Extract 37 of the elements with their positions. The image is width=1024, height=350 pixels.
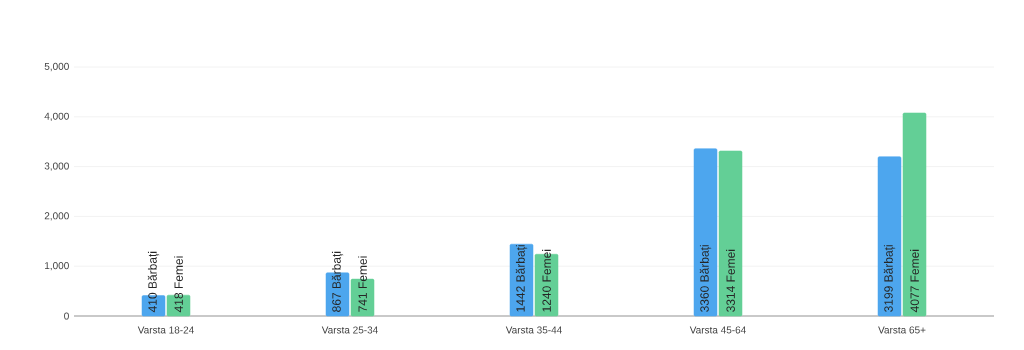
text: Femei: [358, 256, 367, 289]
y-tick-label: 3,000: [44, 162, 69, 171]
data-label: 410: [148, 292, 157, 313]
x-tick-label: Varsta 45-64: [689, 326, 746, 334]
data-label: 1442: [516, 286, 525, 312]
text: Bărbați: [699, 245, 712, 282]
bar: [693, 148, 718, 317]
y-tick-label: 4,000: [44, 112, 69, 121]
x-tick-label: Varsta 65+: [878, 326, 926, 334]
y-tick-label: 1,000: [45, 262, 69, 271]
text: Bărbați: [147, 251, 160, 289]
bar: [509, 243, 534, 317]
y-tick-label: 0: [64, 312, 69, 320]
text: Bărbați: [331, 251, 344, 289]
data-label: 1240: [542, 286, 551, 312]
data-label: 4077: [910, 286, 919, 313]
data-label: 867: [332, 292, 341, 312]
text: Bărbați: [883, 245, 896, 282]
series-label: Bărbați: [515, 245, 528, 282]
bar: [877, 156, 902, 317]
data-label: 3199: [884, 286, 893, 312]
bar: [718, 150, 743, 317]
data-label: 3360: [700, 286, 709, 312]
y-tick-label: 5,000: [44, 62, 69, 72]
data-label: 418: [174, 292, 183, 313]
data-label: 3314: [726, 286, 735, 312]
bar: [166, 294, 191, 317]
x-tick-label: Varsta 25-34: [321, 326, 378, 334]
y-tick-label: 2,000: [44, 212, 69, 221]
x-tick-label: Varsta 18-24: [137, 326, 194, 334]
data-label: 741: [358, 292, 367, 312]
text: Femei: [910, 249, 919, 282]
x-tick-label: Varsta 35-44: [505, 326, 562, 334]
bar: [902, 112, 927, 317]
text: Femei: [174, 256, 183, 289]
text: Femei: [726, 249, 735, 282]
series-label: Femei: [542, 249, 551, 282]
